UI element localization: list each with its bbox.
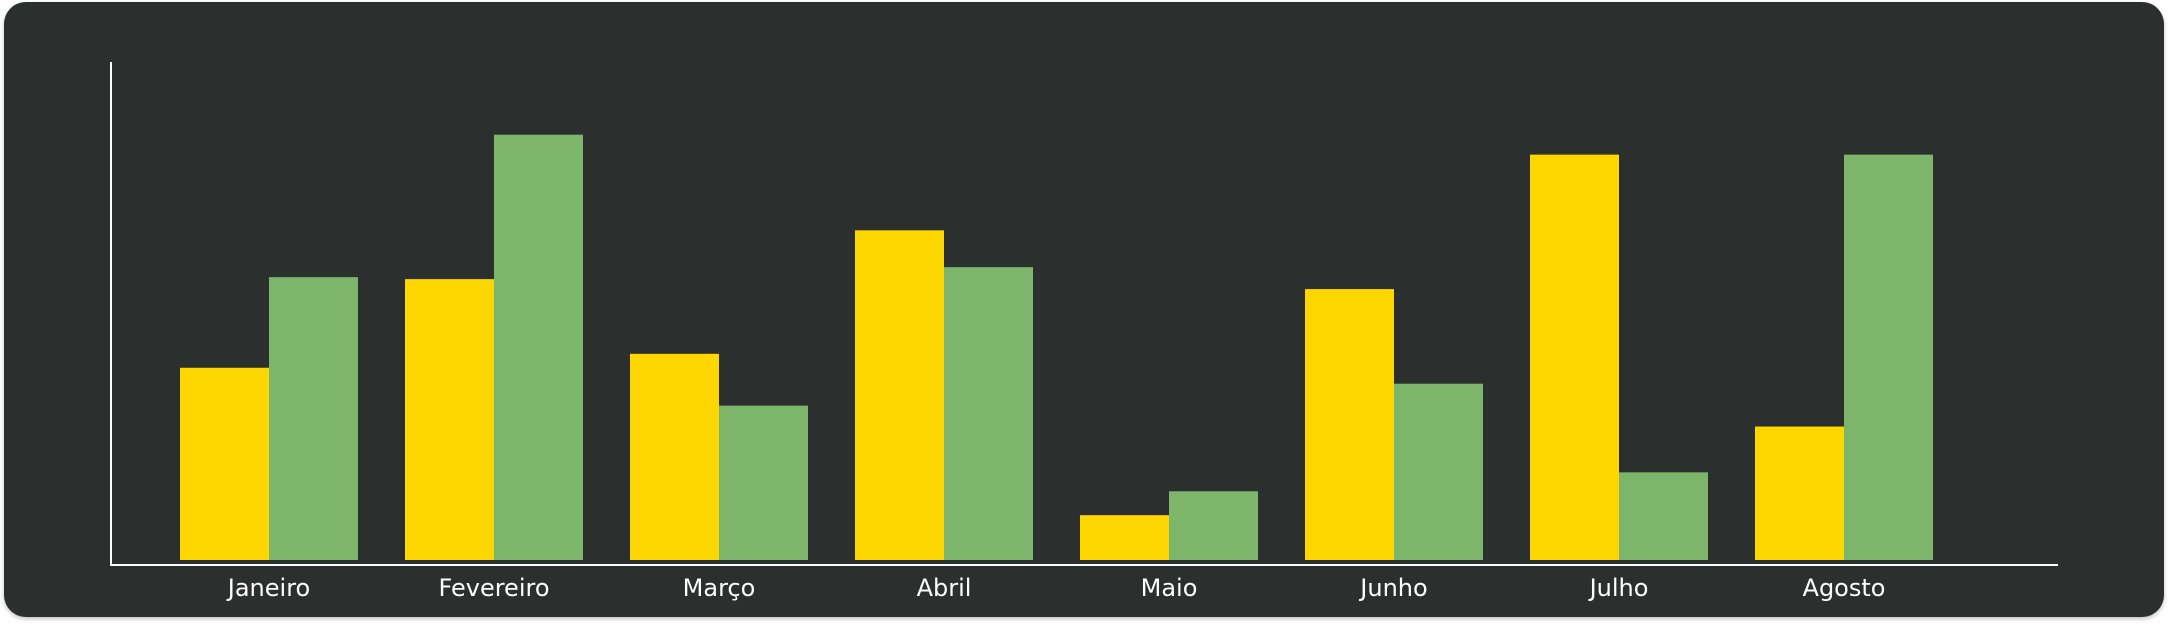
bar-1-janeiro (180, 367, 269, 560)
bar-2-janeiro (269, 277, 358, 560)
x-tick-label: Julho (1588, 574, 1649, 602)
bar-1-abril (855, 230, 944, 560)
bar-2-junho (1394, 383, 1483, 560)
bar-1-fevereiro (405, 279, 494, 560)
bar-1-julho (1530, 154, 1619, 561)
x-tick-label: Janeiro (226, 574, 310, 602)
bar-1-março (630, 353, 719, 560)
x-tick-label: Junho (1358, 574, 1427, 602)
x-tick-label: Fevereiro (438, 574, 549, 602)
bar-2-maio (1169, 491, 1258, 560)
bar-2-março (719, 405, 808, 560)
bar-1-maio (1080, 515, 1169, 560)
bars-group (180, 134, 1933, 561)
bar-2-abril (944, 267, 1033, 560)
x-tick-labels: Janeiro Fevereiro Março Abril Maio Junho Julho… (226, 574, 1886, 602)
bar-1-agosto (1755, 426, 1844, 560)
bar-2-fevereiro (494, 134, 583, 560)
bar-1-junho (1305, 289, 1394, 560)
bar-2-agosto (1844, 154, 1933, 561)
bar-2-julho (1619, 472, 1708, 560)
x-tick-label: Maio (1141, 574, 1198, 602)
x-tick-label: Abril (917, 574, 972, 602)
x-tick-label: Agosto (1803, 574, 1886, 602)
x-tick-label: Março (683, 574, 756, 602)
